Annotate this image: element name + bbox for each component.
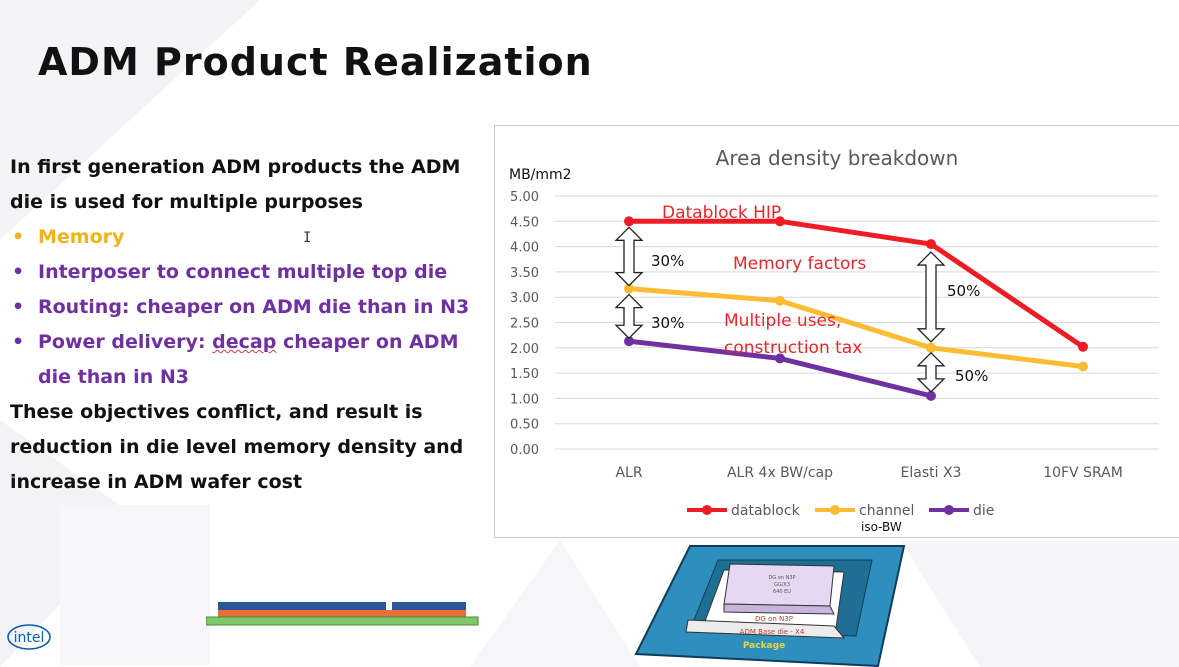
die-stack-illustration <box>206 602 479 626</box>
bullet-dot: • <box>12 296 25 318</box>
data-point-datablock <box>775 216 785 227</box>
legend-label-die: die <box>973 503 994 519</box>
chart-area-density: Area density breakdown MB/mm2 0.00 0.50 1.00… <box>494 125 1179 538</box>
legend-label-channel: channel <box>859 503 914 519</box>
base-die-label: ADM Base die - X4 <box>740 628 805 636</box>
pct-alr-top: 30% <box>651 252 684 270</box>
body-text: In first generation ADM products the ADM… <box>10 150 490 500</box>
data-point-channel <box>926 342 936 353</box>
data-point-datablock <box>1078 341 1088 352</box>
data-point-channel <box>775 295 785 306</box>
y-tick-label: 2.00 <box>510 342 539 357</box>
series-line-channel <box>626 286 1086 370</box>
data-point-die <box>926 390 936 401</box>
series-line-datablock <box>626 218 1086 350</box>
y-tick-label: 5.00 <box>510 190 539 205</box>
data-point-datablock <box>926 239 936 250</box>
annotation-multiple-uses: Multiple uses, <box>724 311 841 331</box>
pct-elasti-bottom: 50% <box>955 367 988 385</box>
y-axis-label: MB/mm2 <box>509 167 572 183</box>
pct-elasti-top: 50% <box>947 282 980 300</box>
top-die-text-1: DG on N3P <box>768 575 795 581</box>
x-tick-label: ALR <box>615 465 642 481</box>
conclusion-line-3: increase in ADM wafer cost <box>10 471 303 493</box>
intro-line-2: die is used for multiple purposes <box>10 191 363 213</box>
data-point-die <box>775 353 785 364</box>
arrow-alr-bottom <box>614 293 644 340</box>
legend-marker-channel <box>830 505 840 515</box>
y-tick-label: 0.50 <box>510 418 539 433</box>
top-die-text-2: GG/X3 <box>774 582 790 588</box>
y-tick-label: 0.00 <box>510 443 539 458</box>
package-label: Package <box>743 641 785 651</box>
bullet-routing: • Routing: cheaper on ADM die than in N3 <box>10 290 490 325</box>
annotation-construction-tax: construction tax <box>724 338 862 358</box>
package-illustration: DG on N3P GG/X3 640 EU DG on N3P ADM Bas… <box>634 545 906 667</box>
x-tick-label: 10FV SRAM <box>1043 465 1123 481</box>
arrow-alr-top <box>614 226 644 287</box>
legend-label-datablock: datablock <box>731 503 801 519</box>
top-die-label: DG on N3P <box>755 615 793 623</box>
y-tick-label: 4.00 <box>510 241 539 256</box>
top-die-text-3: 640 EU <box>773 589 791 595</box>
bullet-dot: • <box>12 331 25 353</box>
y-tick-label: 1.00 <box>510 392 539 407</box>
annotation-memory-factors: Memory factors <box>733 254 866 274</box>
arrow-elasti-top <box>916 251 946 343</box>
y-tick-label: 1.50 <box>510 367 539 382</box>
legend-marker-die <box>944 505 954 515</box>
intro-line-1: In first generation ADM products the ADM <box>10 156 461 178</box>
bullet-interposer: • Interposer to connect multiple top die <box>10 255 490 290</box>
spellcheck-word: decap <box>212 331 277 353</box>
pct-alr-bottom: 30% <box>651 314 684 332</box>
text-cursor-icon: I <box>303 230 312 246</box>
y-tick-label: 4.50 <box>510 215 539 230</box>
chart-title: Area density breakdown <box>716 146 959 170</box>
conclusion-line-2: reduction in die level memory density an… <box>10 436 464 458</box>
arrow-elasti-bottom <box>916 351 946 393</box>
intel-logo-text: intel <box>14 630 45 646</box>
data-point-channel <box>624 283 634 294</box>
conclusion-line-1: These objectives conflict, and result is <box>10 401 423 423</box>
bullet-dot: • <box>12 226 25 248</box>
bullet-dot: • <box>12 261 25 283</box>
bullet-memory: • Memory <box>10 220 490 255</box>
y-tick-label: 3.50 <box>510 266 539 281</box>
data-point-die <box>624 336 634 347</box>
x-tick-label: ALR 4x BW/cap <box>727 465 833 481</box>
data-point-datablock <box>624 216 634 227</box>
x-tick-label: Elasti X3 <box>901 465 962 481</box>
legend-marker-datablock <box>702 505 712 515</box>
intel-logo: intel <box>7 624 51 650</box>
chart-svg: Area density breakdown MB/mm2 0.00 0.50 1.00… <box>509 146 1159 534</box>
legend-note: iso-BW <box>861 520 902 534</box>
data-point-channel <box>1078 361 1088 372</box>
bullet-power-delivery-cont: die than in N3 <box>38 366 189 388</box>
y-tick-label: 3.00 <box>510 291 539 306</box>
slide-title: ADM Product Realization <box>38 40 593 84</box>
annotation-datablock-hip: Datablock HIP <box>662 203 781 223</box>
bullet-power-delivery: • Power delivery: decap cheaper on ADM <box>10 325 490 360</box>
y-tick-label: 2.50 <box>510 317 539 332</box>
